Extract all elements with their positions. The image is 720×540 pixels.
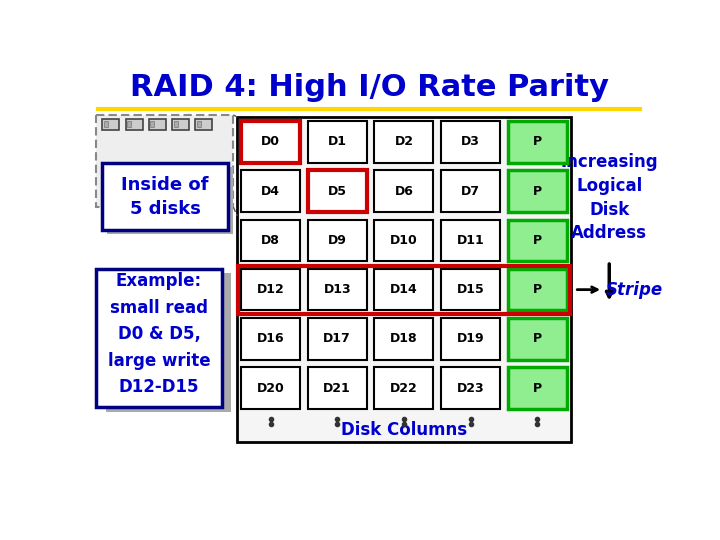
Bar xyxy=(374,220,433,261)
Bar xyxy=(96,115,233,207)
Text: D20: D20 xyxy=(257,382,284,395)
Text: Inside of
5 disks: Inside of 5 disks xyxy=(122,176,209,218)
Text: D23: D23 xyxy=(456,382,485,395)
Text: D21: D21 xyxy=(323,382,351,395)
Bar xyxy=(150,121,154,127)
Text: P: P xyxy=(533,136,541,148)
Text: Increasing
Logical
Disk
Address: Increasing Logical Disk Address xyxy=(560,153,658,242)
Bar xyxy=(104,121,108,127)
Bar xyxy=(238,266,570,314)
Bar xyxy=(441,170,500,212)
Bar xyxy=(102,164,228,231)
Text: D0: D0 xyxy=(261,136,280,148)
Text: D5: D5 xyxy=(328,185,347,198)
Bar xyxy=(195,119,212,130)
Bar xyxy=(241,318,300,360)
Text: D4: D4 xyxy=(261,185,280,198)
Bar xyxy=(441,318,500,360)
Text: D18: D18 xyxy=(390,333,418,346)
Bar xyxy=(441,367,500,409)
Bar xyxy=(102,119,120,130)
Bar xyxy=(307,367,366,409)
Text: Disk Columns: Disk Columns xyxy=(341,421,467,439)
Bar xyxy=(307,318,366,360)
Bar xyxy=(241,170,300,212)
Bar xyxy=(374,121,433,163)
Text: D16: D16 xyxy=(257,333,284,346)
Text: D17: D17 xyxy=(323,333,351,346)
Bar xyxy=(508,269,567,310)
Bar xyxy=(374,367,433,409)
Text: D11: D11 xyxy=(456,234,485,247)
Bar xyxy=(241,121,300,163)
Bar xyxy=(441,220,500,261)
Bar xyxy=(307,220,366,261)
Text: P: P xyxy=(533,382,541,395)
Bar xyxy=(307,170,366,212)
Bar xyxy=(374,269,433,310)
Text: P: P xyxy=(533,333,541,346)
Bar xyxy=(508,318,567,360)
Text: D8: D8 xyxy=(261,234,280,247)
Text: D2: D2 xyxy=(395,136,413,148)
Bar xyxy=(106,273,231,412)
Bar xyxy=(241,269,300,310)
Bar xyxy=(374,318,433,360)
Bar xyxy=(238,117,570,442)
Text: D12: D12 xyxy=(257,283,284,296)
Bar xyxy=(197,121,201,127)
Text: D1: D1 xyxy=(328,136,347,148)
Bar xyxy=(126,119,143,130)
Text: D19: D19 xyxy=(456,333,485,346)
Bar xyxy=(441,269,500,310)
Text: D22: D22 xyxy=(390,382,418,395)
Bar xyxy=(172,119,189,130)
Text: Stripe: Stripe xyxy=(606,281,663,299)
Text: D15: D15 xyxy=(456,283,485,296)
Bar xyxy=(508,367,567,409)
Bar xyxy=(149,119,166,130)
Text: D10: D10 xyxy=(390,234,418,247)
Bar xyxy=(127,121,131,127)
Bar xyxy=(508,170,567,212)
Text: D14: D14 xyxy=(390,283,418,296)
Text: D3: D3 xyxy=(461,136,480,148)
Text: RAID 4: High I/O Rate Parity: RAID 4: High I/O Rate Parity xyxy=(130,73,608,103)
Text: P: P xyxy=(533,283,541,296)
Text: D7: D7 xyxy=(461,185,480,198)
Bar xyxy=(241,220,300,261)
Bar xyxy=(96,269,222,408)
Text: P: P xyxy=(533,185,541,198)
Text: D9: D9 xyxy=(328,234,346,247)
Bar xyxy=(441,121,500,163)
Bar xyxy=(174,121,178,127)
Text: D13: D13 xyxy=(323,283,351,296)
Text: Example:
small read
D0 & D5,
large write
D12-D15: Example: small read D0 & D5, large write… xyxy=(108,273,210,396)
Bar xyxy=(241,367,300,409)
Bar xyxy=(508,121,567,163)
Bar xyxy=(107,167,233,234)
Bar xyxy=(508,220,567,261)
Text: D6: D6 xyxy=(395,185,413,198)
Text: P: P xyxy=(533,234,541,247)
Bar xyxy=(374,170,433,212)
Bar xyxy=(307,121,366,163)
Bar xyxy=(307,269,366,310)
